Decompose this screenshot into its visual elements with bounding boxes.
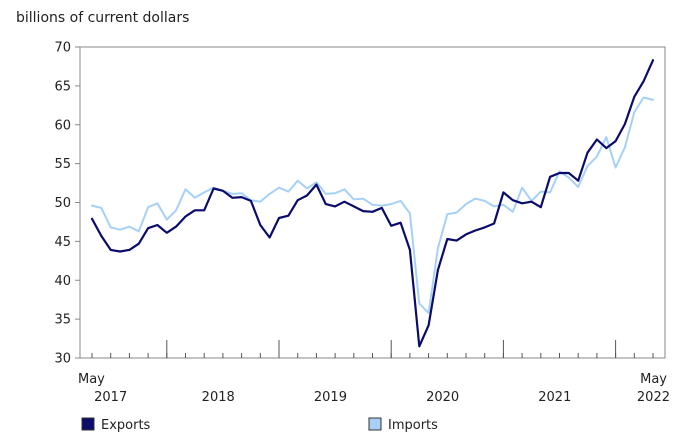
y-tick-label: 50	[54, 196, 71, 211]
x-year-label: 2019	[314, 390, 347, 405]
legend-label: Imports	[388, 418, 438, 433]
legend-swatch	[368, 417, 382, 431]
y-tick-label: 70	[54, 41, 71, 56]
series-line-imports	[91, 96, 654, 314]
x-year-label: 2018	[202, 390, 235, 405]
y-tick-label: 40	[54, 274, 71, 289]
legend: Exports Imports	[81, 417, 438, 433]
series-lines	[90, 59, 655, 348]
y-tick-label: 30	[54, 352, 71, 367]
y-axis: 30 35 40 45 50 55 60 65 70	[54, 41, 80, 367]
x-label-end-year: 2022	[637, 390, 670, 405]
y-tick-label: 65	[54, 79, 71, 94]
x-year-label: 2021	[538, 390, 571, 405]
x-axis: May May 2022 2017 2018 2019 2020 2021	[78, 340, 670, 405]
legend-swatch	[81, 417, 95, 431]
y-tick-label: 35	[54, 313, 71, 328]
y-tick-label: 55	[54, 157, 71, 172]
y-tick-label: 45	[54, 235, 71, 250]
x-label-start-month: May	[78, 372, 105, 387]
legend-label: Exports	[101, 418, 151, 433]
x-label-end-month: May	[640, 372, 667, 387]
x-year-label: 2020	[426, 390, 459, 405]
x-year-label: 2017	[94, 390, 127, 405]
plot-area-frame	[79, 46, 666, 359]
series-line-exports	[90, 59, 655, 348]
y-axis-title: billions of current dollars	[16, 10, 189, 26]
y-tick-label: 60	[54, 118, 71, 133]
